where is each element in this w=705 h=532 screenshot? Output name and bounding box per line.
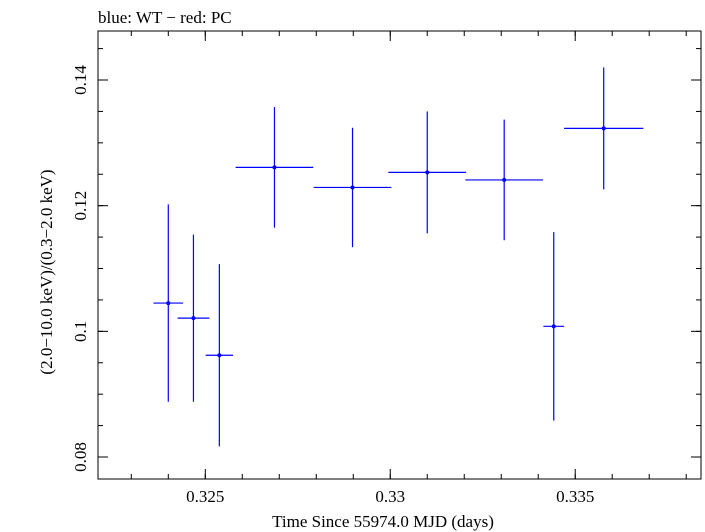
axes-layer: 0.325 0.33 0.335 0.08 0.1 0.12 0.14: [71, 31, 701, 506]
x-tick-label: 0.335: [556, 487, 594, 506]
y-tick-label: 0.08: [71, 442, 90, 472]
data-marker: [551, 324, 556, 329]
y-tick-label: 0.14: [71, 65, 90, 95]
data-point: [388, 111, 467, 234]
data-point: [543, 232, 565, 421]
data-marker: [166, 301, 171, 306]
plot-frame: [97, 30, 702, 480]
data-marker: [425, 170, 430, 175]
data-point: [564, 67, 644, 190]
data-marker: [191, 316, 196, 321]
data-point: [465, 119, 544, 241]
data-marker: [601, 126, 606, 131]
x-axis-label: Time Since 55974.0 MJD (days): [272, 512, 494, 531]
y-tick-label: 0.12: [71, 191, 90, 221]
data-point: [177, 234, 210, 402]
data-marker: [502, 177, 507, 182]
x-tick-label: 0.33: [375, 487, 405, 506]
data-marker: [272, 165, 277, 170]
data-point: [205, 264, 234, 447]
data-marker: [350, 185, 355, 190]
data-point: [235, 107, 314, 228]
x-tick-label: 0.325: [186, 487, 224, 506]
data-point: [313, 127, 392, 248]
data-marker: [217, 353, 222, 358]
data-point: [153, 204, 184, 402]
y-tick-label: 0.1: [71, 321, 90, 342]
series-layer: [153, 67, 644, 447]
y-axis-label: (2.0−10.0 keV)/(0.3−2.0 keV): [37, 169, 56, 374]
chart-title: blue: WT − red: PC: [98, 8, 232, 27]
